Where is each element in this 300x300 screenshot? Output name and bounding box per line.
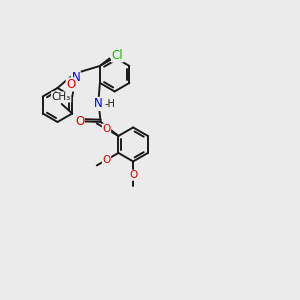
Text: -H: -H xyxy=(104,99,115,109)
Text: O: O xyxy=(102,124,111,134)
Text: CH₃: CH₃ xyxy=(52,92,71,102)
Text: O: O xyxy=(75,115,84,128)
Text: O: O xyxy=(102,155,111,165)
Text: Cl: Cl xyxy=(112,49,123,62)
Text: N: N xyxy=(71,71,80,84)
Text: O: O xyxy=(129,170,137,180)
Text: O: O xyxy=(66,78,76,91)
Text: N: N xyxy=(94,98,103,110)
